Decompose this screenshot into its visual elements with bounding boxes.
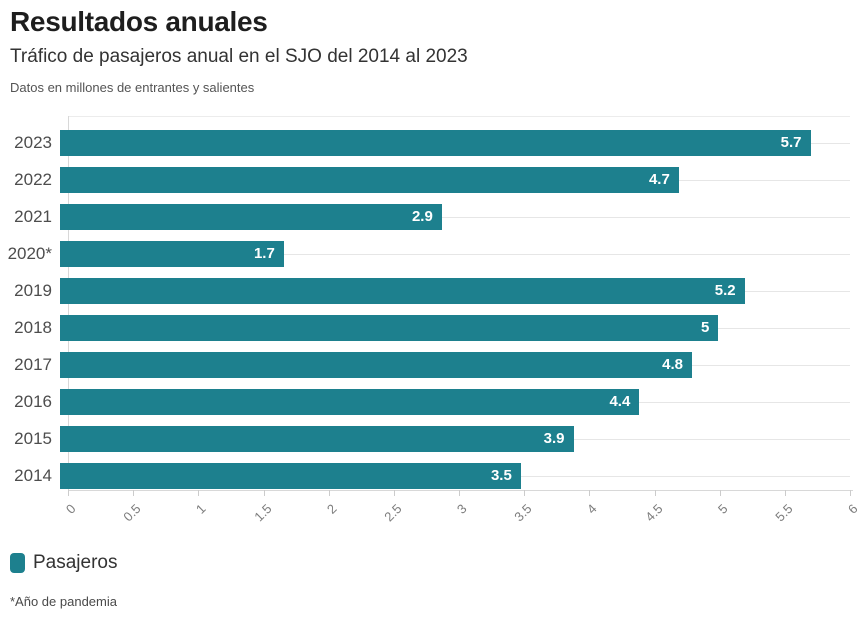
y-axis-label: 2014 <box>14 465 52 485</box>
x-tick-mark <box>850 490 851 496</box>
bar-row: 2014 3.5 <box>0 457 850 494</box>
bar-value-label: 5 <box>700 319 710 336</box>
bar-2023: 5.7 <box>60 129 811 156</box>
bar-track: 3.9 <box>60 425 850 452</box>
y-axis-label: 2021 <box>14 206 52 226</box>
row-gridline <box>60 216 850 218</box>
x-tick-mark <box>654 490 656 496</box>
x-tick-label: 0.5 <box>120 501 144 525</box>
y-axis-label: 2019 <box>14 280 52 300</box>
bar-row: 2023 5.7 <box>0 124 850 161</box>
bar-rows: 2023 5.7 2022 4.7 2021 2.9 2020* 1.7 2019 5.2 2018… <box>0 124 850 494</box>
x-tick-mark <box>263 490 265 496</box>
x-tick-label: 3 <box>453 501 470 517</box>
x-tick-mark <box>68 490 69 496</box>
bar-2019: 5.2 <box>60 277 745 304</box>
x-tick-label: 3.5 <box>511 501 535 525</box>
x-tick-mark <box>133 490 135 496</box>
chart-title: Resultados anuales <box>10 6 268 37</box>
bar-track: 4.4 <box>60 388 850 415</box>
legend: Pasajeros <box>10 552 118 574</box>
bar-2021: 2.9 <box>60 203 442 230</box>
x-tick-label: 4.5 <box>641 501 666 525</box>
x-tick-mark <box>719 490 721 496</box>
legend-label: Pasajeros <box>33 552 118 573</box>
bar-value-label: 1.7 <box>253 245 275 262</box>
x-tick-label: 0 <box>62 501 79 517</box>
bar-track: 5.7 <box>60 129 850 156</box>
chart-units-note: Datos en millones de entrantes y salient… <box>10 80 255 95</box>
legend-swatch-pasajeros <box>10 553 25 573</box>
y-axis-label: 2023 <box>14 132 52 152</box>
bar-2017: 4.8 <box>60 351 692 378</box>
bar-value-label: 3.5 <box>490 467 512 484</box>
x-tick-label: 5.5 <box>772 501 796 525</box>
bar-track: 2.9 <box>60 203 850 230</box>
x-tick-label: 6 <box>844 501 861 517</box>
bar-chart: 2023 5.7 2022 4.7 2021 2.9 2020* 1.7 2019 5.2 2018… <box>0 116 865 540</box>
y-axis-label: 2016 <box>14 391 52 411</box>
bar-row: 2021 2.9 <box>0 198 850 235</box>
y-axis-label: 2017 <box>14 354 52 374</box>
x-tick-mark <box>524 490 526 496</box>
bar-row: 2017 4.8 <box>0 346 850 383</box>
bar-value-label: 4.8 <box>662 356 683 373</box>
bar-track: 5.2 <box>60 277 850 304</box>
bar-2015: 3.9 <box>60 425 574 452</box>
chart-subtitle: Tráfico de pasajeros anual en el SJO del… <box>10 46 468 67</box>
x-tick-mark <box>328 490 330 496</box>
bar-row: 2018 5 <box>0 309 850 346</box>
bar-value-label: 3.9 <box>543 430 565 447</box>
bar-value-label: 4.7 <box>648 171 670 188</box>
plot-top-border <box>68 116 850 117</box>
x-tick-label: 1.5 <box>250 501 275 525</box>
x-tick-label: 1 <box>193 501 209 517</box>
bar-value-label: 5.2 <box>714 282 736 299</box>
x-tick-mark <box>459 490 460 496</box>
x-tick-mark <box>589 490 591 496</box>
bar-track: 1.7 <box>60 240 850 267</box>
x-axis-line <box>68 490 853 491</box>
x-tick-label: 2 <box>323 501 340 517</box>
y-axis-label: 2018 <box>14 317 52 337</box>
bar-track: 4.7 <box>60 166 850 193</box>
footnote-pandemic-year: *Año de pandemia <box>10 594 117 609</box>
bar-value-label: 2.9 <box>411 208 433 225</box>
bar-track: 4.8 <box>60 351 850 378</box>
bar-row: 2022 4.7 <box>0 161 850 198</box>
x-tick-label: 2.5 <box>381 501 405 525</box>
bar-2020: 1.7 <box>60 240 284 267</box>
y-axis-label: 2015 <box>14 428 52 448</box>
y-axis-label: 2022 <box>14 169 52 189</box>
bar-row: 2019 5.2 <box>0 272 850 309</box>
x-tick-label: 5 <box>714 501 731 517</box>
bar-2018: 5 <box>60 314 719 341</box>
bar-row: 2016 4.4 <box>0 383 850 420</box>
bar-value-label: 4.4 <box>609 393 631 410</box>
bar-row: 2015 3.9 <box>0 420 850 457</box>
x-tick-mark <box>198 490 200 496</box>
bar-row: 2020* 1.7 <box>0 235 850 272</box>
x-tick-mark <box>393 490 395 496</box>
bar-2014: 3.5 <box>60 462 521 489</box>
bar-value-label: 5.7 <box>780 134 802 151</box>
bar-2016: 4.4 <box>60 388 640 415</box>
row-gridline <box>60 253 850 255</box>
bar-2022: 4.7 <box>60 166 679 193</box>
bar-track: 5 <box>60 314 850 341</box>
x-axis-ticks: 0 0.5 1 1.5 2 2.5 3 3.5 4 4.5 5 5.5 6 <box>63 490 861 540</box>
y-axis-label: 2020* <box>7 243 52 263</box>
x-tick-label: 4 <box>584 501 600 517</box>
bar-track: 3.5 <box>60 462 850 489</box>
x-tick-mark <box>784 490 786 496</box>
